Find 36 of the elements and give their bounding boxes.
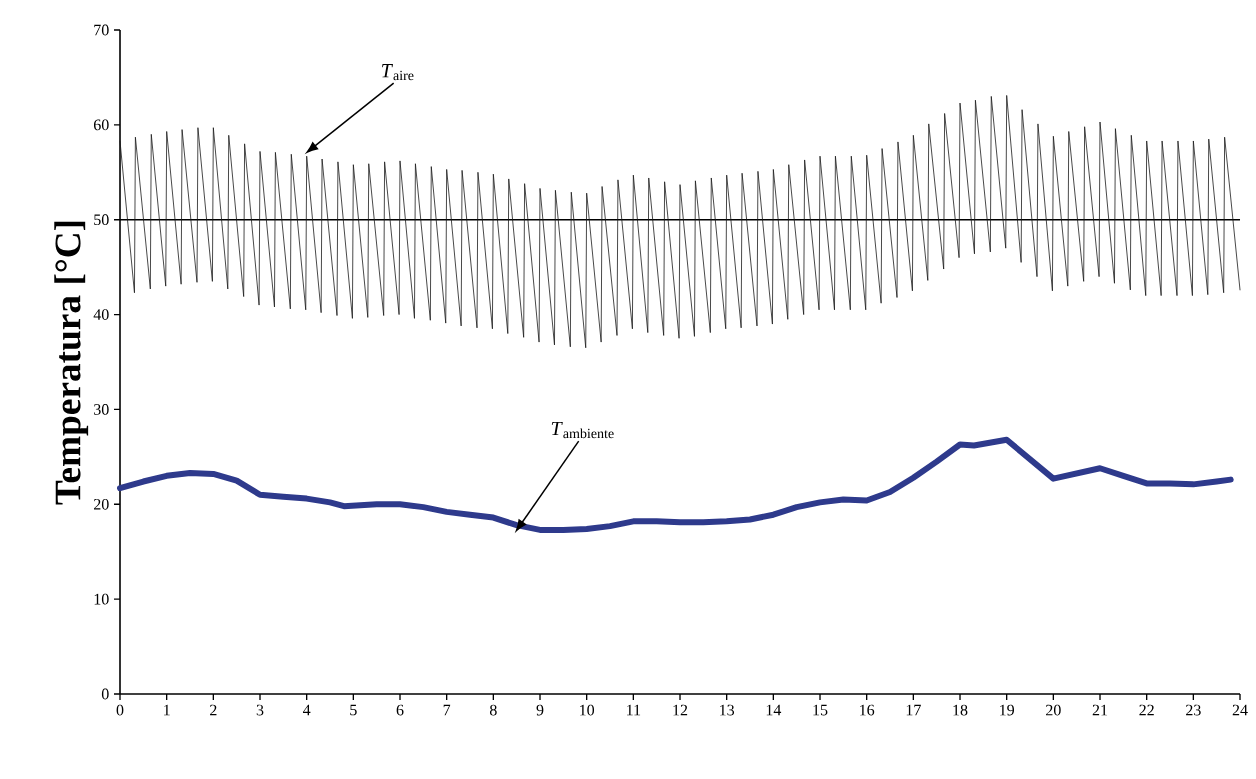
y-tick-label: 40 xyxy=(93,309,109,320)
y-tick-label: 70 xyxy=(94,24,109,36)
x-tick-label: 19 xyxy=(1000,704,1015,716)
y-tick-label: 0 xyxy=(101,688,109,700)
x-tick-label: 18 xyxy=(953,704,968,716)
x-tick-label: 2 xyxy=(210,704,217,716)
x-tick-label: 4 xyxy=(302,704,311,716)
x-tick-label: 1 xyxy=(164,704,170,716)
text: T$_{aire}$ xyxy=(382,64,414,81)
x-tick-label: 15 xyxy=(813,704,828,716)
x-tick-label: 8 xyxy=(489,704,497,716)
text: T$_{ambiente}$ xyxy=(551,421,614,439)
x-tick-label: 7 xyxy=(443,704,451,716)
x-tick-label: 11 xyxy=(627,704,641,716)
x-tick-label: 5 xyxy=(350,704,357,716)
x-tick-label: 16 xyxy=(860,704,875,716)
x-tick-label: 12 xyxy=(673,704,688,716)
x-tick-label: 9 xyxy=(536,704,544,716)
x-tick-label: 13 xyxy=(720,704,735,716)
x-tick-label: 17 xyxy=(906,704,921,716)
y-tick-label: 10 xyxy=(94,593,109,605)
y-tick-label: 20 xyxy=(94,498,109,510)
y-tick-label: 50 xyxy=(94,214,109,226)
x-tick-label: 24 xyxy=(1232,704,1248,716)
x-tick-label: 14 xyxy=(766,704,782,716)
y-tick-label: 30 xyxy=(94,404,109,415)
x-tick-label: 6 xyxy=(396,704,404,716)
x-tick-label: 10 xyxy=(580,704,595,716)
x-tick-label: 20 xyxy=(1046,704,1061,716)
y-tick-label: 60 xyxy=(93,119,109,131)
x-tick-label: 21 xyxy=(1092,704,1108,716)
x-tick-label: 0 xyxy=(116,704,124,716)
x-tick-label: 22 xyxy=(1139,704,1154,716)
x-tick-label: 3 xyxy=(256,704,264,716)
y-axis-title: Temperatura [°C] xyxy=(54,221,89,505)
x-tick-label: 23 xyxy=(1186,704,1201,716)
